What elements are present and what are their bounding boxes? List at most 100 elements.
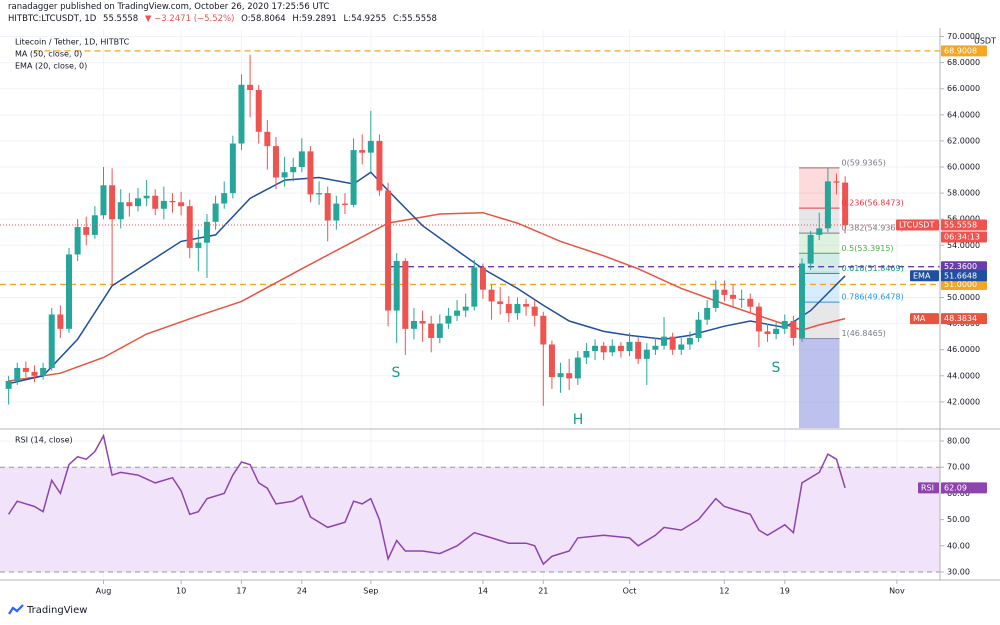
fib-label: 0(59.9365) (842, 158, 886, 167)
candle-body (497, 301, 504, 305)
last-symbol: LTCUSDT (899, 221, 934, 230)
candle-body (255, 90, 262, 132)
rsi-title: RSI (14, close) (15, 436, 73, 445)
candle-body (678, 344, 685, 350)
countdown-box (941, 231, 987, 243)
candle-body (385, 190, 392, 311)
candle-body (764, 331, 771, 335)
countdown: 06:34:13 (944, 233, 980, 242)
candle-body (523, 304, 530, 307)
y-tick-label: 50.0000 (947, 293, 980, 302)
candle-body (548, 344, 555, 378)
candle-body (531, 306, 538, 316)
candle-body (807, 234, 814, 264)
fib-label: 0.236(56.8473) (842, 199, 904, 208)
y-tick-label: 46.0000 (947, 345, 980, 354)
candle-body (186, 206, 193, 248)
marks (0, 50, 940, 566)
candle-body (48, 314, 55, 368)
candle-body (31, 371, 38, 376)
candle-body (514, 304, 521, 314)
y-tick-label: 58.0000 (947, 189, 980, 198)
candle-body (695, 319, 702, 338)
annotation: H (573, 412, 584, 428)
series-name-box (910, 270, 939, 282)
published: ranadagger published on TradingView.com,… (8, 2, 330, 12)
x-tick-label: 14 (478, 587, 488, 596)
x-tick-label: 19 (780, 587, 790, 596)
footer: TradingView (8, 604, 87, 616)
level-label: 52.3600 (944, 262, 977, 271)
candle-body (488, 289, 495, 302)
candle-body (91, 215, 98, 235)
candle-body (842, 182, 849, 226)
indicator-line (8, 171, 846, 385)
fib-label: 0.5(53.3915) (842, 244, 894, 253)
candle-body (428, 323, 435, 338)
series-name: EMA (913, 271, 931, 280)
x-tick-label: 21 (538, 587, 548, 596)
candle-body (600, 345, 607, 353)
series-value-box (941, 270, 987, 282)
y-tick-label: 64.0000 (947, 110, 980, 119)
publish-line: ranadagger published on TradingView.com,… (8, 2, 333, 12)
candle-body (281, 172, 288, 178)
last-price: 55.5558 (944, 221, 977, 230)
legend-ema: EMA (20, close, 0) (15, 62, 87, 71)
candle-body (824, 181, 831, 229)
candle-body (83, 227, 90, 235)
quote-line: HITBTC:LTCUSDT, 1D 55.5558 ▼ −3.2471 (−5… (8, 14, 441, 24)
candle-body (738, 298, 745, 300)
fib-label: 0.786(49.6478) (842, 293, 904, 302)
close: C:55.5558 (392, 14, 437, 24)
candle-body (143, 195, 150, 199)
change: ▼ −3.2471 (−5.52%) (144, 14, 235, 24)
series-value: 51.6648 (944, 271, 977, 280)
candle-body (626, 341, 633, 352)
candle-body (652, 345, 659, 350)
candle-body (195, 242, 202, 248)
candle-body (212, 203, 219, 222)
candle-body (617, 345, 624, 352)
candle-body (126, 202, 133, 207)
y-tick-label: 80.00 (947, 437, 970, 446)
candle-body (730, 294, 737, 299)
candle-body (592, 345, 599, 352)
candle-body (505, 304, 512, 314)
unit: USDT (974, 37, 996, 46)
rsi-value-box (941, 482, 987, 494)
candle-body (661, 336, 668, 346)
y-tick-label: 66.0000 (947, 84, 980, 93)
candle-body (238, 84, 245, 144)
candle-body (221, 193, 228, 204)
candle-body (117, 202, 124, 220)
candle-body (574, 357, 581, 379)
series-value: 48.3834 (944, 314, 977, 323)
candle-body (479, 267, 486, 290)
y-tick-label: 68.0000 (947, 58, 980, 67)
candle-body (635, 341, 642, 359)
brand: TradingView (27, 604, 88, 616)
y-tick-label: 60.0000 (947, 163, 980, 172)
candle-body (462, 306, 469, 311)
candle-body (109, 185, 116, 220)
candle-body (781, 320, 788, 329)
y-tick-label: 44.0000 (947, 371, 980, 380)
chart-title: Litecoin / Tether, 1D, HITBTC (15, 38, 130, 47)
candle-body (410, 320, 417, 329)
candle-body (669, 336, 676, 350)
candle-body (583, 351, 590, 358)
y-tick-label: 56.0000 (947, 215, 980, 224)
candle-body (134, 198, 141, 207)
x-tick-label: Nov (889, 587, 905, 596)
level-label: 51.0000 (944, 280, 977, 289)
x-tick-label: 10 (176, 587, 186, 596)
series-name-box (910, 313, 939, 325)
candle-body (160, 200, 167, 209)
candle-body (290, 167, 297, 173)
x-tick-label: Sep (363, 587, 378, 596)
fib-band (799, 167, 840, 209)
candle-body (65, 254, 72, 329)
candle-body (40, 367, 47, 376)
